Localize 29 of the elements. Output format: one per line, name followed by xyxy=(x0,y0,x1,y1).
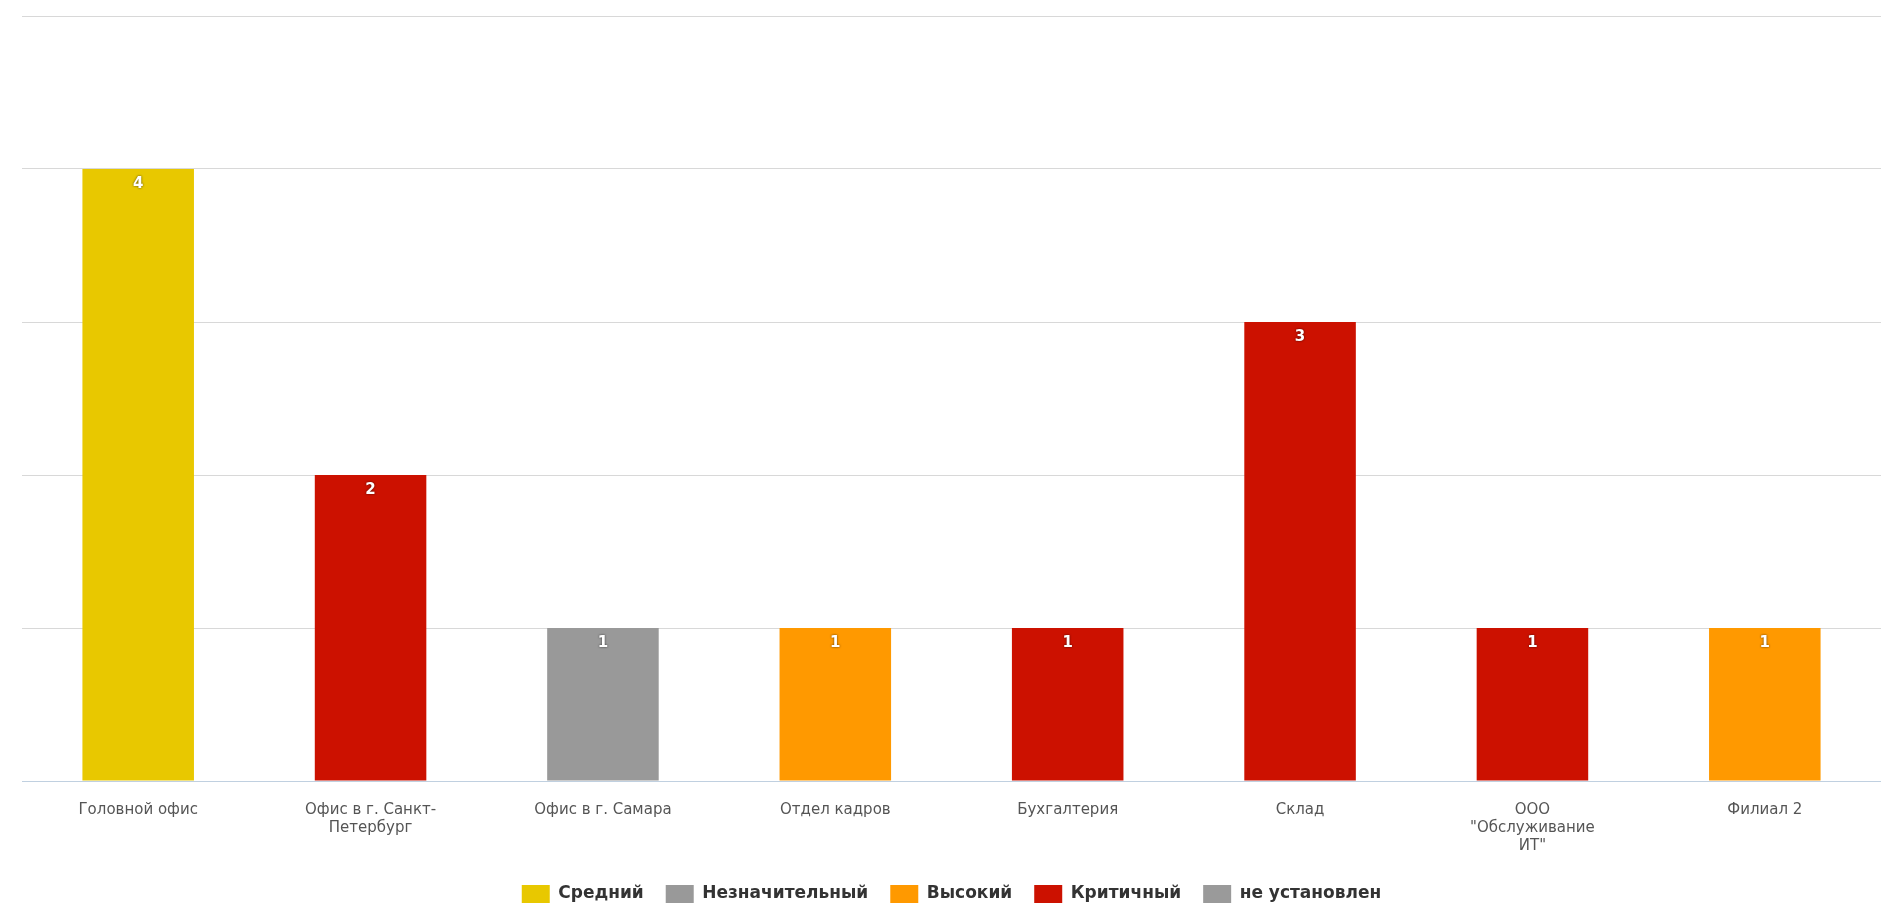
bar xyxy=(779,628,892,781)
data-label: 1 xyxy=(830,633,841,652)
legend-label: Высокий xyxy=(926,882,1013,903)
x-tick-label: Филиал 2 xyxy=(1727,799,1803,818)
data-label: 1 xyxy=(1759,633,1771,652)
x-tick-label: Склад xyxy=(1275,799,1325,818)
bar xyxy=(1709,628,1821,781)
bar xyxy=(1476,628,1589,781)
data-label: 4 xyxy=(132,174,144,193)
bar xyxy=(547,628,659,781)
legend-label: Критичный xyxy=(1070,882,1182,903)
data-label: 2 xyxy=(365,480,376,499)
x-tick-label: Бухгалтерия xyxy=(1017,799,1119,818)
bar xyxy=(82,169,194,781)
bar xyxy=(314,475,427,781)
data-label: 3 xyxy=(1294,327,1306,346)
legend-label: Незначительный xyxy=(702,882,869,903)
bar xyxy=(1244,322,1356,781)
x-tick-label: ООО "Обслуживание ИТ" xyxy=(1470,799,1595,854)
x-tick-label: Отдел кадров xyxy=(779,799,891,818)
data-label: 1 xyxy=(1527,633,1538,652)
legend-label: не установлен xyxy=(1239,882,1382,903)
x-tick-label: Офис в г. Санкт-Петербург xyxy=(305,799,437,836)
x-tick-label: Головной офис xyxy=(78,799,198,818)
bar xyxy=(1011,628,1124,781)
data-label: 1 xyxy=(1062,633,1073,652)
legend-label: Средний xyxy=(558,882,644,903)
data-label: 1 xyxy=(597,633,609,652)
x-tick-label: Офис в г. Самара xyxy=(534,799,672,818)
